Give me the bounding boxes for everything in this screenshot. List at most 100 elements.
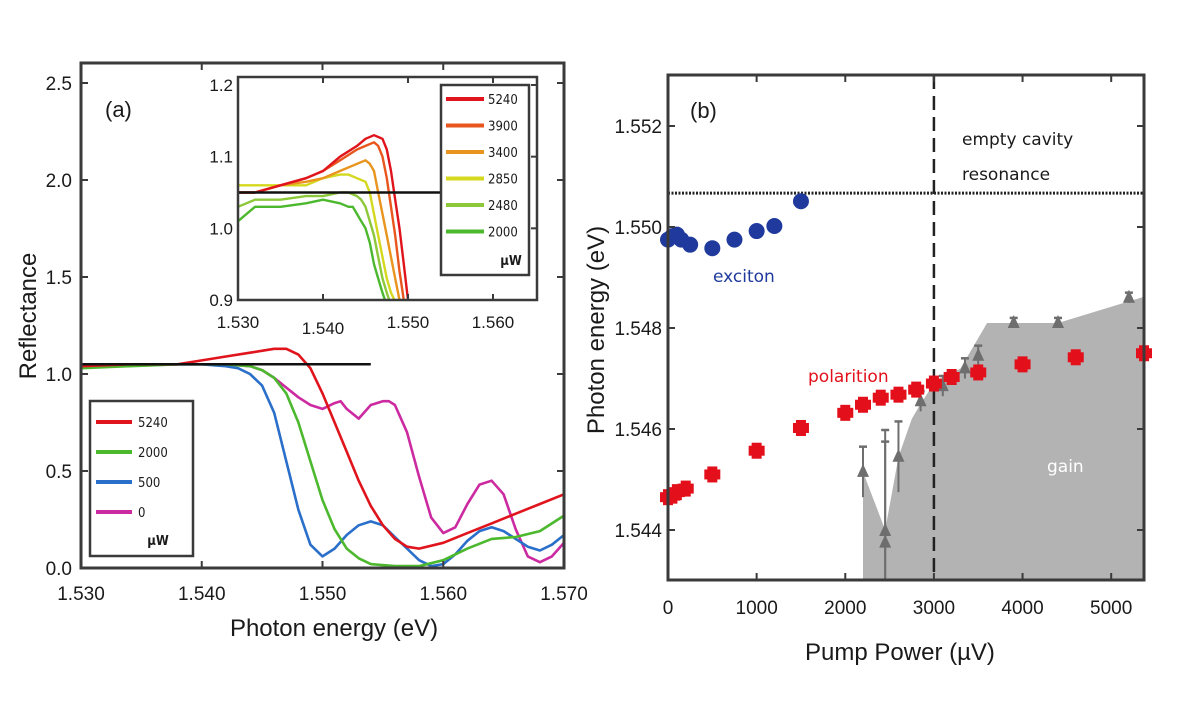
inset-legend-label-3900: 3900 xyxy=(488,120,518,135)
polariton-point xyxy=(1067,349,1084,366)
y-tick-label: 1.552 xyxy=(614,117,662,138)
polariton-marker-v xyxy=(671,484,682,501)
inset-legend-label-3400: 3400 xyxy=(488,146,518,161)
inset-curve-5240 xyxy=(238,133,410,300)
triangle-marker xyxy=(914,393,927,407)
triangle-marker xyxy=(857,463,870,477)
polariton-point xyxy=(748,442,765,459)
triangle-marker xyxy=(879,534,892,548)
x-tick-label: 4000 xyxy=(1001,598,1043,619)
polariton-point xyxy=(872,389,889,406)
legend-label-0: 0 xyxy=(138,506,145,521)
panel-b-label: (b) xyxy=(690,98,717,123)
inset-legend-label-2480: 2480 xyxy=(488,199,518,214)
inset-y-tick-label: 1.1 xyxy=(209,148,233,167)
inset-x-tick-label: 1.530 xyxy=(217,313,260,332)
y-tick-label: 2.5 xyxy=(46,74,72,95)
inset-y-tick-label: 0.9 xyxy=(209,291,233,310)
polariton-point xyxy=(925,375,942,392)
x-tick-label: 0 xyxy=(663,598,674,619)
legend-unit: µW xyxy=(147,534,169,549)
exciton-point xyxy=(792,193,809,210)
annotation-gain: gain xyxy=(1047,457,1084,477)
x-tick-label: 1.530 xyxy=(57,584,105,605)
polariton-marker-v xyxy=(858,396,869,413)
polariton-marker-v xyxy=(840,404,851,421)
panel-b-ticks: 0 1000 2000 3000 4000 5000 1.544 1.546 1.548 1.55… xyxy=(614,75,1144,619)
polariton-marker-v xyxy=(1070,349,1081,366)
panel-a-inset: 1.530 1.540 1.550 1.560 0.9 1.0 1.1 1.2 5240 390… xyxy=(209,75,539,338)
panel-a-label: (a) xyxy=(105,97,132,122)
curve-500 xyxy=(81,362,565,568)
exciton-point xyxy=(704,240,721,257)
polariton-marker-v xyxy=(680,480,691,497)
inset-legend-label-2000: 2000 xyxy=(488,226,518,241)
inset-curve-3400 xyxy=(238,159,401,300)
triangle-marker xyxy=(892,448,905,462)
polariton-marker-v xyxy=(1017,356,1028,373)
y-tick-label: 2.0 xyxy=(46,171,72,192)
polariton-marker-v xyxy=(973,364,984,381)
panel-b-ylabel: Photon energy (eV) xyxy=(583,226,610,434)
y-tick-label: 1.5 xyxy=(46,268,72,289)
triangle-marker xyxy=(1122,289,1135,303)
polariton-marker-v xyxy=(795,419,806,436)
legend-box xyxy=(88,399,195,558)
exciton-point xyxy=(682,236,699,253)
polariton-point xyxy=(908,381,925,398)
triangle-marker xyxy=(879,523,892,537)
triangle-marker xyxy=(958,360,971,374)
inset-curve-2850 xyxy=(238,173,396,300)
polariton-marker-v xyxy=(946,368,957,385)
inset-x-tick-label: 1.550 xyxy=(387,313,430,332)
polariton-point xyxy=(668,484,685,501)
inset-curve-2480 xyxy=(238,191,391,300)
polariton-marker-v xyxy=(875,389,886,406)
polariton-point xyxy=(1014,356,1031,373)
x-tick-label: 1.560 xyxy=(419,584,467,605)
panel-b: 0 1000 2000 3000 4000 5000 1.544 1.546 1.548 1.55… xyxy=(583,73,1152,666)
inset-curves xyxy=(238,133,410,300)
inset-legend-label-2850: 2850 xyxy=(488,173,518,188)
y-tick-label: 0.0 xyxy=(46,559,72,580)
gain-region xyxy=(863,296,1144,581)
inset-x-tick-label: 1.540 xyxy=(302,319,345,338)
legend-label-2000: 2000 xyxy=(138,446,168,461)
annotation-polariton: polarition xyxy=(808,367,889,387)
polariton-point xyxy=(890,386,907,403)
x-tick-label: 2000 xyxy=(824,598,866,619)
inset-ticks: 1.530 1.540 1.550 1.560 0.9 1.0 1.1 1.2 xyxy=(209,76,537,338)
exciton-markers xyxy=(660,193,809,257)
annotation-exciton: exciton xyxy=(713,267,775,287)
panel-a-xlabel: Photon energy (eV) xyxy=(230,615,438,642)
gain-threshold-markers xyxy=(857,289,1135,548)
inset-legend: 5240 3900 3400 2850 2480 2000 xyxy=(446,93,518,241)
exciton-point xyxy=(766,217,783,234)
panel-a-legend: 5240 2000 500 0 µW xyxy=(88,399,195,558)
polariton-marker-v xyxy=(911,381,922,398)
x-tick-label: 3000 xyxy=(913,598,955,619)
y-tick-label: 1.544 xyxy=(614,521,662,542)
x-tick-label: 1.570 xyxy=(540,584,588,605)
panel-a: 1.530 1.540 1.550 1.560 1.570 0.0 0.5 1.0 1.5 2.0… xyxy=(15,61,588,642)
polariton-point xyxy=(704,466,721,483)
y-tick-label: 1.546 xyxy=(614,420,662,441)
triangle-marker xyxy=(1007,314,1020,328)
polariton-marker-v xyxy=(928,375,939,392)
inset-y-tick-label: 1.2 xyxy=(209,76,233,95)
panel-b-xlabel: Pump Power (µV) xyxy=(805,639,995,666)
panel-a-ylabel: Reflectance xyxy=(15,253,42,380)
legend-label-5240: 5240 xyxy=(138,416,168,431)
x-tick-label: 1.550 xyxy=(299,584,347,605)
polariton-point xyxy=(855,396,872,413)
panel-a-ticks: 1.530 1.540 1.550 1.560 1.570 0.0 0.5 1.0 1.5 2.0… xyxy=(46,63,588,605)
polariton-marker-v xyxy=(893,386,904,403)
annotation-empty-cavity-1: empty cavity xyxy=(962,130,1073,150)
triangle-marker xyxy=(1052,314,1065,328)
exciton-point xyxy=(726,231,743,248)
inset-curve-2000 xyxy=(238,198,387,300)
y-tick-label: 1.548 xyxy=(614,319,662,340)
y-tick-label: 0.5 xyxy=(46,462,72,483)
polariton-point xyxy=(792,419,809,436)
polariton-point xyxy=(943,368,960,385)
